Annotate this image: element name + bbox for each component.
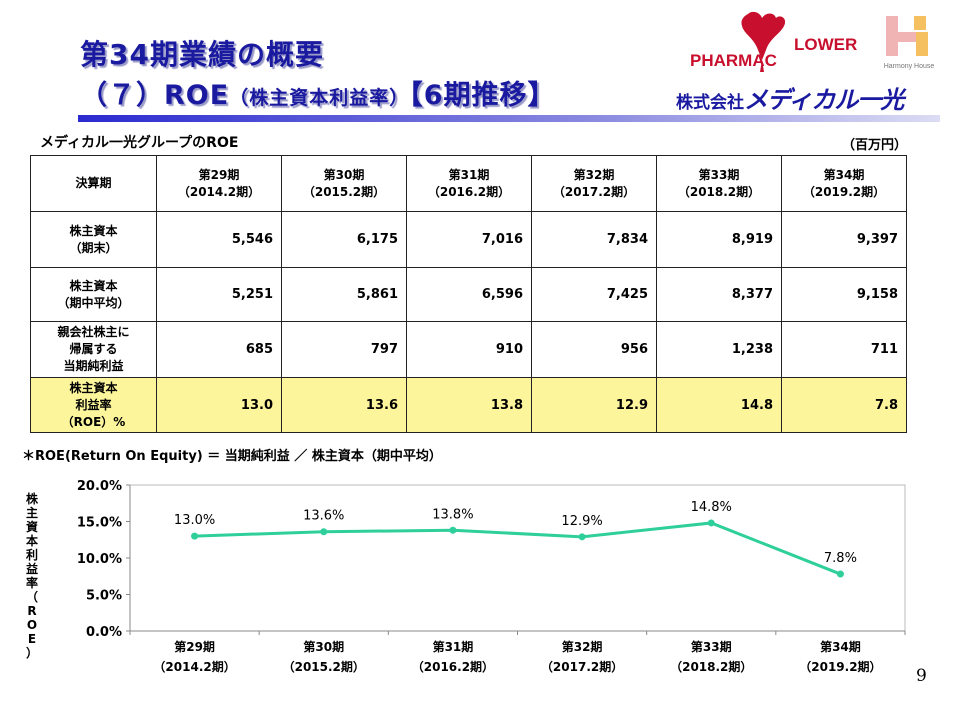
x-tick-label: 第32期 [562,639,603,654]
data-label: 7.8% [824,551,857,566]
roe-series-line [194,521,841,576]
roe-formula-note: ＊ROE(Return On Equity) ＝ 当期純利益 ／ 株主資本（期中… [22,449,442,464]
title-underline [78,115,940,122]
table-cell: 14.8 [656,377,782,433]
table-cell: 6,175 [281,211,407,268]
logo-harmony-text: Harmony House [884,63,935,70]
x-tick-sublabel: （2018.2期） [670,659,752,674]
row-label: 親会社株主に 帰属する 当期純利益 [30,321,157,378]
flower-icon [741,11,786,60]
table-unit: （百万円） [842,138,908,153]
table-cell: 685 [156,321,282,378]
x-tick-label: 第33期 [691,639,732,654]
table-row: 株主資本 （期中平均） 5,251 5,861 6,596 7,425 8,377… [30,267,907,322]
company-name: 株式会社メディカル一光 [676,80,904,115]
data-label: 14.8% [691,500,732,515]
data-point [707,519,715,527]
table-cell: 13.0 [156,377,282,433]
table-row: 株主資本 （期末） 5,546 6,175 7,016 7,834 8,919 9… [30,211,907,268]
x-tick-sublabel: （2014.2期） [153,659,235,674]
table-cell: 7,425 [531,267,657,322]
logo-flower-text: LOWER [794,35,857,54]
period-header: 第34期 （2019.2期） [781,155,907,212]
table-cell: 8,919 [656,211,782,268]
subtitle-sub: （株主資本利益率） [229,87,410,109]
data-label: 13.6% [303,509,344,524]
page-number: 9 [916,666,927,686]
x-tick-label: 第31期 [433,639,474,654]
plot-area [129,484,906,632]
table-cell: 9,397 [781,211,907,268]
period-header: 第33期 （2018.2期） [656,155,782,212]
data-label: 13.8% [432,507,473,522]
table-cell: 13.8 [406,377,532,433]
harmony-house-logo: Harmony House [884,16,935,70]
page-subtitle: （７）ROE（株主資本利益率）【6期推移】 [80,73,556,112]
y-tick-label: 10.0% [77,552,122,567]
roe-table: 決算期 第29期 （2014.2期） 第30期 （2015.2期） 第31期 （201… [30,155,907,433]
table-cell: 12.9 [531,377,657,433]
data-point [320,528,328,536]
x-tick-sublabel: （2019.2期） [799,659,881,674]
y-tick-label: 15.0% [77,516,122,531]
row-label: 株主資本 利益率 （ROE）% [30,377,157,433]
y-tick-label: 5.0% [86,589,122,604]
subtitle-tail: 【6期推移】 [409,80,556,111]
x-tick-label: 第30期 [303,639,344,654]
table-cell: 5,546 [156,211,282,268]
data-point [449,526,457,534]
table-cell: 7,016 [406,211,532,268]
table-cell: 711 [781,321,907,378]
pharmac-flower-logo: PHARMAC LOWER [690,11,857,72]
data-label: 12.9% [561,514,602,529]
table-cell: 1,238 [656,321,782,378]
data-point [191,532,199,540]
y-tick-label: 20.0% [77,479,122,494]
x-tick-sublabel: （2016.2期） [412,659,494,674]
period-header: 第31期 （2016.2期） [406,155,532,212]
table-cell: 13.6 [281,377,407,433]
y-axis-title: 株主資本利益率（R O E） [25,492,38,660]
data-label: 13.0% [174,513,215,528]
logo-pharmac-text: PHARMAC [690,51,777,70]
table-cell: 7.8 [781,377,907,433]
table-cell: 5,861 [281,267,407,322]
page-title: 第34期業績の概要 [80,38,324,71]
table-row-roe: 株主資本 利益率 （ROE）% 13.0 13.6 13.8 12.9 14.8 7… [30,377,907,433]
company-brand: メディカル一光 [744,86,904,114]
x-tick-label: 第34期 [820,639,861,654]
table-cell: 8,377 [656,267,782,322]
subtitle-main: （７）ROE [80,80,230,111]
x-tick-sublabel: （2017.2期） [541,659,623,674]
period-header: 第30期 （2015.2期） [281,155,407,212]
table-header-row: 決算期 第29期 （2014.2期） 第30期 （2015.2期） 第31期 （201… [30,155,907,212]
data-point [578,533,586,541]
table-cell: 9,158 [781,267,907,322]
row-label: 株主資本 （期末） [30,211,157,268]
company-prefix: 株式会社 [676,93,744,113]
period-header: 第29期 （2014.2期） [156,155,282,212]
y-tick-label: 0.0% [86,625,122,640]
x-tick-label: 第29期 [174,639,215,654]
x-tick-sublabel: （2015.2期） [283,659,365,674]
data-point [836,570,844,578]
row-label: 株主資本 （期中平均） [30,267,157,322]
table-title: メディカル一光グループのROE [40,135,239,151]
